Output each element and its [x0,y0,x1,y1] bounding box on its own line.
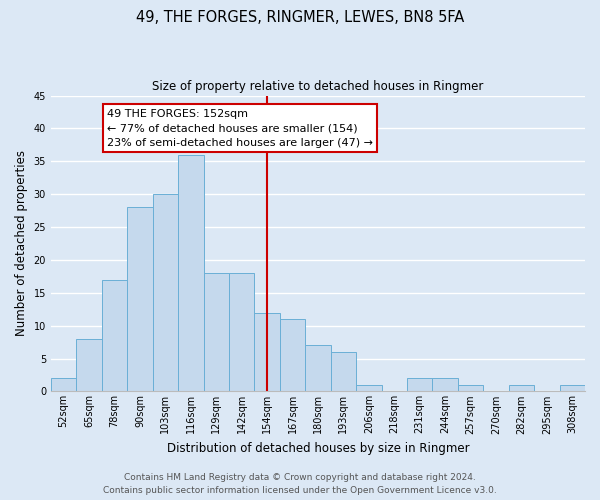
Bar [560,385,585,392]
Bar [305,346,331,392]
X-axis label: Distribution of detached houses by size in Ringmer: Distribution of detached houses by size … [167,442,469,455]
Bar [433,378,458,392]
Bar [127,208,152,392]
Bar [254,312,280,392]
Bar [229,273,254,392]
Bar [203,273,229,392]
Title: Size of property relative to detached houses in Ringmer: Size of property relative to detached ho… [152,80,484,93]
Bar [152,194,178,392]
Bar [76,339,102,392]
Text: 49 THE FORGES: 152sqm
← 77% of detached houses are smaller (154)
23% of semi-det: 49 THE FORGES: 152sqm ← 77% of detached … [107,109,373,148]
Text: Contains HM Land Registry data © Crown copyright and database right 2024.
Contai: Contains HM Land Registry data © Crown c… [103,474,497,495]
Bar [178,154,203,392]
Bar [509,385,534,392]
Bar [51,378,76,392]
Bar [280,319,305,392]
Bar [331,352,356,392]
Y-axis label: Number of detached properties: Number of detached properties [15,150,28,336]
Bar [356,385,382,392]
Bar [407,378,433,392]
Text: 49, THE FORGES, RINGMER, LEWES, BN8 5FA: 49, THE FORGES, RINGMER, LEWES, BN8 5FA [136,10,464,25]
Bar [102,280,127,392]
Bar [458,385,483,392]
